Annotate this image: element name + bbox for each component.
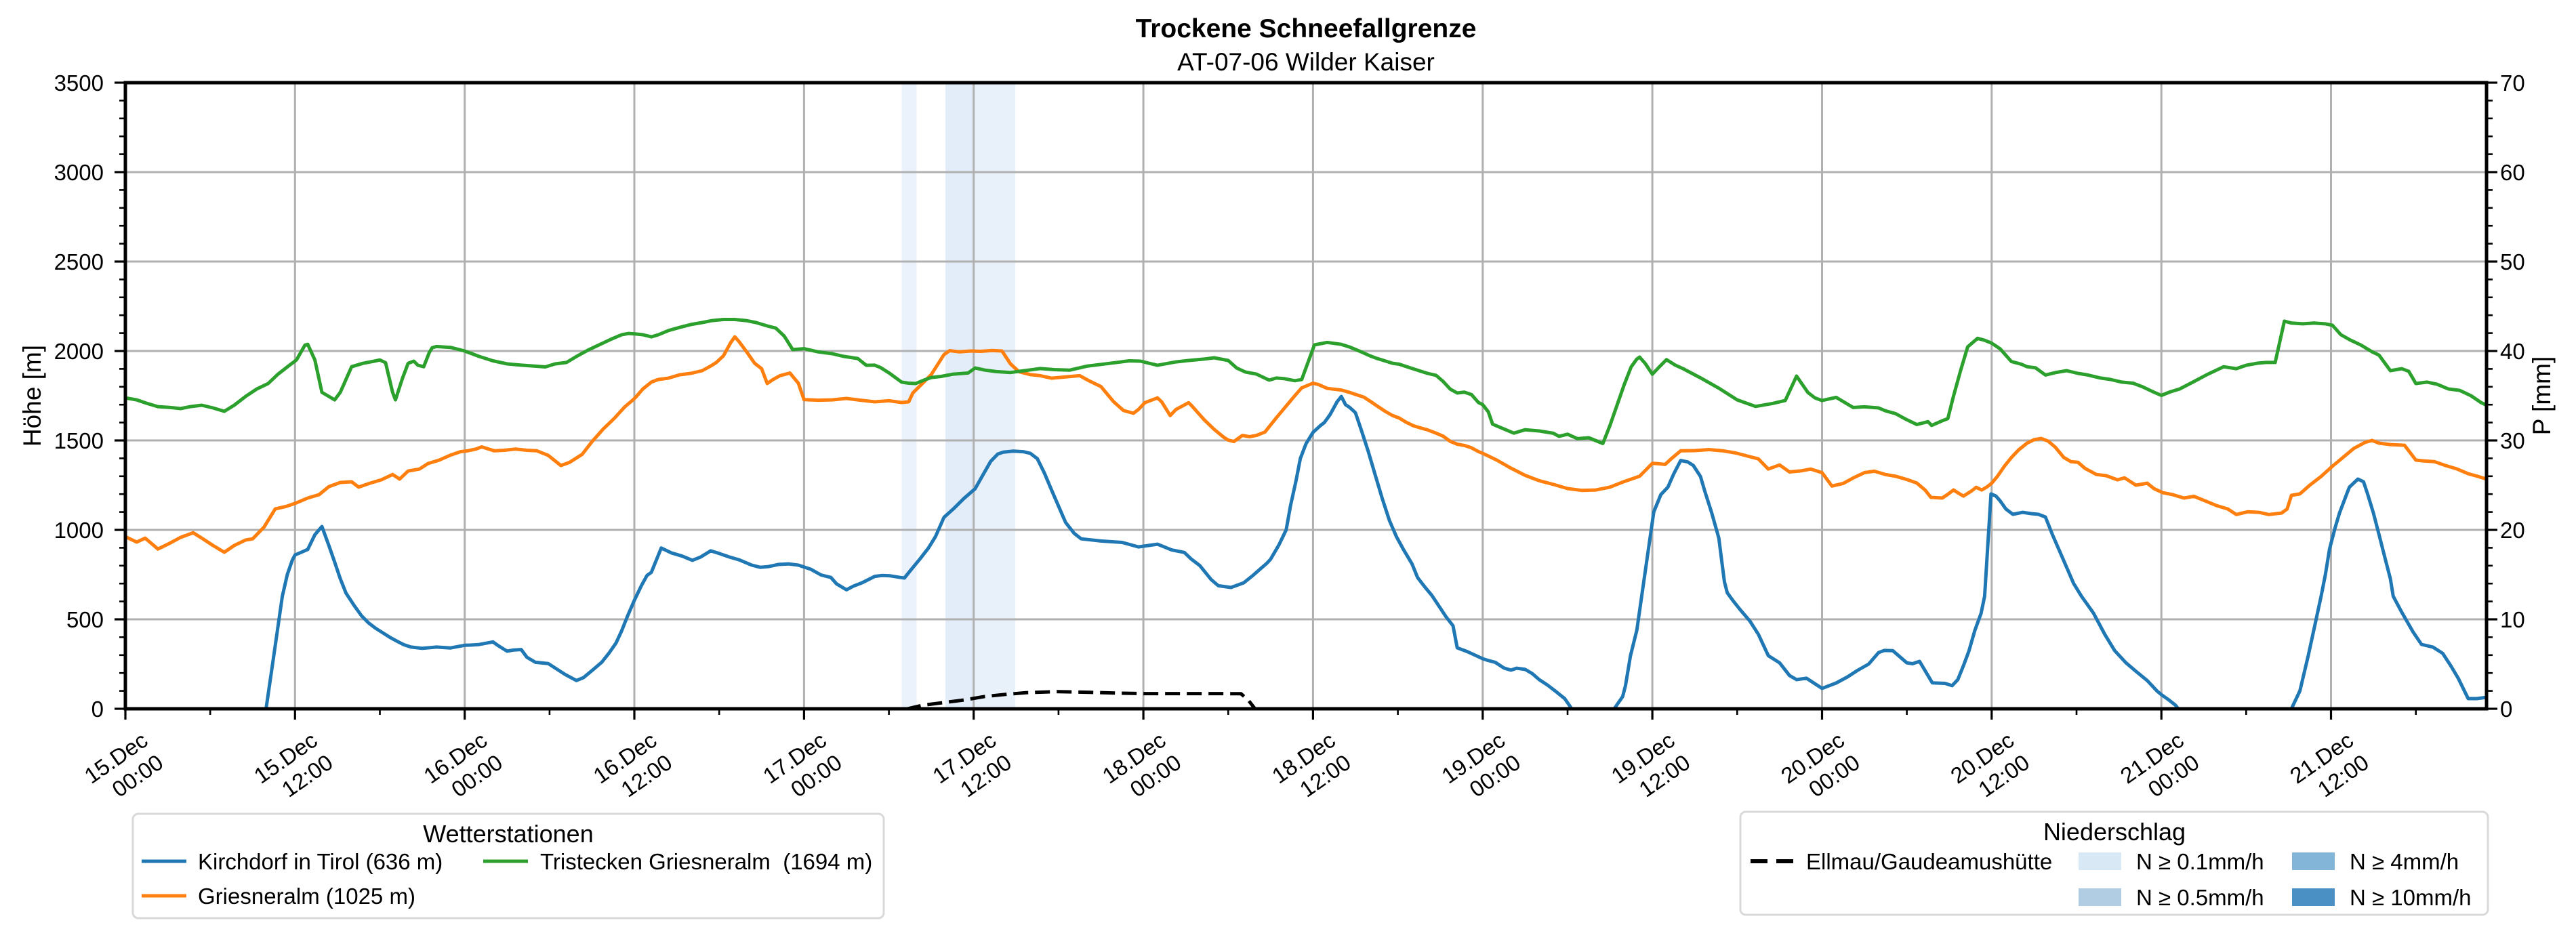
svg-text:P [mm]: P [mm] xyxy=(2528,356,2556,436)
svg-text:40: 40 xyxy=(2500,339,2525,364)
svg-text:500: 500 xyxy=(66,607,104,632)
svg-text:Niederschlag: Niederschlag xyxy=(2043,818,2186,846)
svg-text:Griesneralm (1025 m): Griesneralm (1025 m) xyxy=(198,884,415,909)
svg-text:1000: 1000 xyxy=(54,518,104,543)
svg-text:Höhe [m]: Höhe [m] xyxy=(18,345,46,447)
svg-text:AT-07-06 Wilder Kaiser: AT-07-06 Wilder Kaiser xyxy=(1177,48,1435,76)
svg-text:Ellmau/Gaudeamushütte: Ellmau/Gaudeamushütte xyxy=(1806,849,2052,874)
svg-text:Trockene Schneefallgrenze: Trockene Schneefallgrenze xyxy=(1136,14,1477,43)
svg-text:Wetterstationen: Wetterstationen xyxy=(423,820,593,848)
svg-text:2000: 2000 xyxy=(54,339,104,364)
svg-text:0: 0 xyxy=(2500,697,2512,722)
svg-text:20: 20 xyxy=(2500,518,2525,543)
svg-text:1500: 1500 xyxy=(54,428,104,453)
svg-text:N ≥ 0.1mm/h: N ≥ 0.1mm/h xyxy=(2136,849,2264,874)
svg-text:50: 50 xyxy=(2500,249,2525,274)
svg-text:N ≥ 4mm/h: N ≥ 4mm/h xyxy=(2350,849,2459,874)
svg-text:10: 10 xyxy=(2500,607,2525,632)
svg-text:0: 0 xyxy=(91,697,104,722)
svg-text:Tristecken Griesneralm (1694: Tristecken Griesneralm (1694 m) xyxy=(540,849,872,874)
svg-text:60: 60 xyxy=(2500,160,2525,185)
svg-text:2500: 2500 xyxy=(54,249,104,274)
svg-text:N ≥ 0.5mm/h: N ≥ 0.5mm/h xyxy=(2136,885,2264,910)
svg-text:Kirchdorf in Tirol (636 m): Kirchdorf in Tirol (636 m) xyxy=(198,849,443,874)
svg-text:N ≥ 10mm/h: N ≥ 10mm/h xyxy=(2350,885,2472,910)
svg-text:30: 30 xyxy=(2500,428,2525,453)
svg-text:3000: 3000 xyxy=(54,160,104,185)
svg-text:70: 70 xyxy=(2500,70,2525,96)
svg-text:3500: 3500 xyxy=(54,70,104,96)
